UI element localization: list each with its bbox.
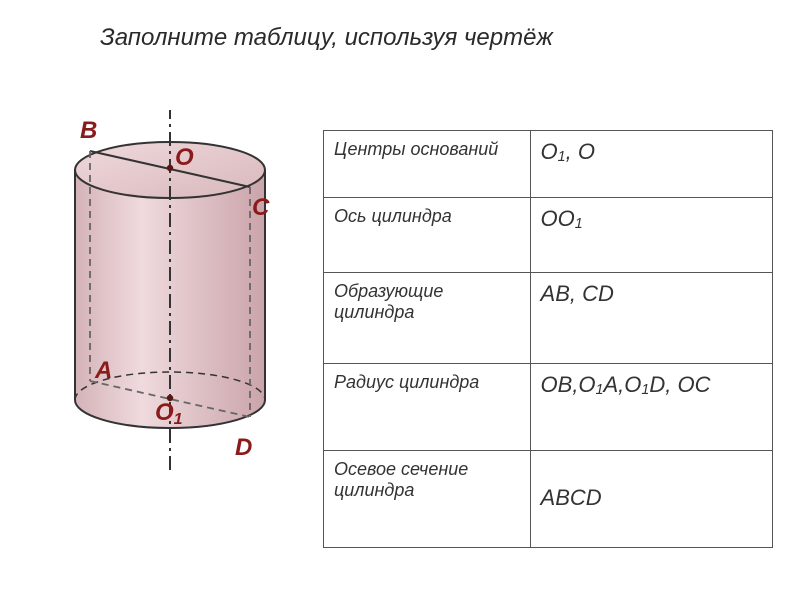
svg-text:B: B [80, 117, 97, 144]
property-answer: ABCD [530, 451, 772, 548]
svg-text:C: C [252, 194, 270, 221]
property-answer: OB,O1A,O1D, OC [530, 364, 772, 451]
table-row: Радиус цилиндраOB,O1A,O1D, OC [324, 364, 773, 451]
svg-text:D: D [235, 434, 252, 461]
property-answer: OO1 [530, 198, 772, 273]
svg-text:O: O [175, 144, 194, 171]
table-row: Центры основанийO1, O [324, 131, 773, 198]
cylinder-diagram: BOCAO1D [40, 110, 300, 490]
property-answer: O1, O [530, 131, 772, 198]
properties-table-container: Центры основанийO1, OОсь цилиндраOO1Обра… [323, 130, 773, 548]
page-title: Заполните таблицу, используя чертёж [100, 24, 553, 52]
table-row: Осевое сечение цилиндраABCD [324, 451, 773, 548]
property-label: Радиус цилиндра [324, 364, 531, 451]
table-row: Образующие цилиндраAB, CD [324, 273, 773, 364]
svg-text:A: A [94, 357, 112, 384]
property-label: Осевое сечение цилиндра [324, 451, 531, 548]
property-label: Ось цилиндра [324, 198, 531, 273]
property-answer: AB, CD [530, 273, 772, 364]
properties-table: Центры основанийO1, OОсь цилиндраOO1Обра… [323, 130, 773, 548]
property-label: Образующие цилиндра [324, 273, 531, 364]
table-row: Ось цилиндраOO1 [324, 198, 773, 273]
property-label: Центры оснований [324, 131, 531, 198]
